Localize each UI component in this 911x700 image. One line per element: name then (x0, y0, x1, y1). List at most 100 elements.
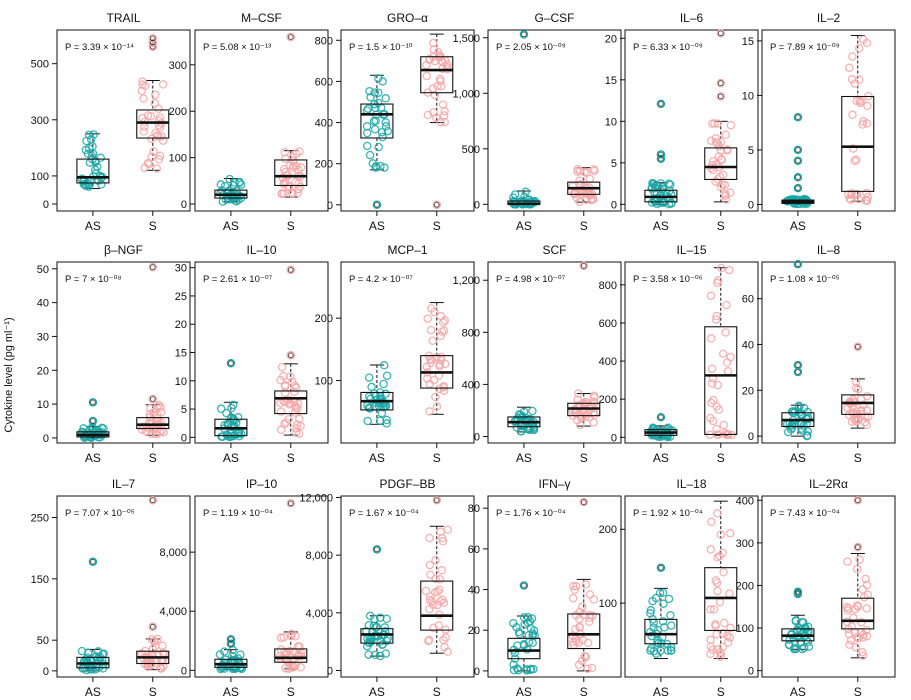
p-value-label: P = 5.08 × 10⁻¹³ (203, 42, 271, 53)
data-point (716, 530, 726, 539)
data-point (589, 595, 599, 604)
data-point (435, 585, 444, 594)
data-point (436, 117, 445, 127)
panel-frame (340, 29, 475, 212)
panel-title: IL–8 (817, 243, 841, 257)
data-point (148, 644, 158, 654)
panel-frame (624, 495, 759, 678)
data-point (862, 604, 872, 613)
x-category-label: AS (223, 451, 239, 465)
data-point (425, 55, 434, 64)
outlier-ring (854, 544, 861, 550)
outlier-ring (658, 101, 664, 107)
data-point (380, 163, 389, 172)
data-point (434, 621, 444, 630)
data-point (590, 393, 599, 402)
data-point (518, 412, 527, 421)
data-point (718, 642, 728, 652)
data-point (151, 128, 160, 138)
y-tick-label: 100 (736, 623, 754, 635)
data-point (286, 372, 295, 381)
data-point (428, 336, 437, 345)
data-point (790, 643, 799, 652)
data-point (583, 664, 592, 673)
data-point (228, 645, 237, 655)
data-point (216, 180, 226, 189)
x-category-label: AS (85, 685, 101, 699)
data-point (422, 362, 432, 371)
series-AS: AS (507, 581, 541, 699)
outlier-point (148, 34, 158, 43)
outlier-ring (658, 155, 664, 162)
data-point (89, 130, 98, 139)
panel-title: TRAIL (106, 11, 140, 25)
data-point (714, 405, 724, 415)
data-point (651, 183, 660, 193)
y-tick-label: 4,000 (305, 608, 333, 620)
data-point (225, 174, 234, 184)
panel-18: IL–2Rα 0 100 200 300 400 P = 7.43 × 10⁻⁰⁴ AS S (736, 477, 896, 699)
box-iqr (274, 390, 308, 415)
y-tick-label: 15 (175, 348, 187, 360)
data-point (154, 155, 164, 164)
data-point (221, 195, 231, 205)
outlier-point (286, 265, 296, 275)
data-point (568, 593, 578, 603)
data-point (281, 418, 291, 427)
data-point (435, 360, 445, 369)
data-point (228, 400, 238, 410)
y-tick-label: 200 (599, 394, 617, 406)
x-category-label: S (433, 219, 441, 233)
panel-title: SCF (543, 243, 567, 257)
data-point (707, 364, 717, 373)
data-point (857, 617, 866, 627)
panel-frame (56, 261, 191, 444)
x-category-label: AS (790, 451, 806, 465)
data-point (438, 64, 447, 74)
panel-15: PDGF–BB 0 4,000 8,000 12,000 P = 1.67 × 10⁻⁰⁴… (299, 477, 475, 699)
y-tick-label: 20 (37, 365, 49, 377)
data-point (438, 100, 448, 109)
panel-frame (761, 29, 896, 212)
data-point (646, 644, 656, 653)
p-value-label: P = 1.76 × 10⁻⁰⁴ (496, 508, 566, 519)
data-point (721, 130, 730, 140)
data-point (723, 367, 733, 376)
y-tick-label: 50 (37, 635, 49, 647)
series-AS: AS (507, 30, 541, 233)
data-point (708, 119, 717, 128)
data-point (855, 555, 864, 564)
p-value-label: P = 7.43 × 10⁻⁰⁴ (770, 508, 840, 519)
outlier-point (716, 92, 726, 101)
box-iqr (274, 648, 308, 663)
panel-title: GRO–α (387, 11, 428, 25)
data-point (422, 71, 432, 81)
series-AS: AS (644, 413, 678, 465)
data-point (288, 189, 297, 199)
data-point (431, 392, 440, 402)
series-S: S (274, 265, 308, 465)
x-category-label: AS (85, 219, 101, 233)
data-point (429, 623, 438, 633)
series-AS: AS (644, 99, 678, 233)
panel-title: IL–10 (246, 243, 276, 257)
x-category-label: AS (369, 219, 385, 233)
data-point (647, 198, 657, 207)
data-point (217, 432, 226, 441)
data-point (666, 646, 676, 655)
data-point (159, 662, 168, 671)
y-tick-label: 200 (736, 580, 754, 592)
data-point (155, 151, 165, 160)
y-tick-label: 0 (327, 666, 333, 678)
y-axis-label: Cytokine level (pg ml⁻¹) (3, 317, 15, 432)
data-point (854, 44, 864, 53)
series-AS: AS (507, 406, 541, 465)
data-point (381, 122, 391, 131)
data-point (850, 79, 860, 88)
x-category-label: AS (85, 451, 101, 465)
data-point (574, 389, 583, 398)
y-tick-label: 600 (315, 76, 333, 88)
y-tick-label: 300 (169, 60, 187, 72)
x-category-label: AS (516, 451, 532, 465)
outlier-point (793, 260, 803, 269)
